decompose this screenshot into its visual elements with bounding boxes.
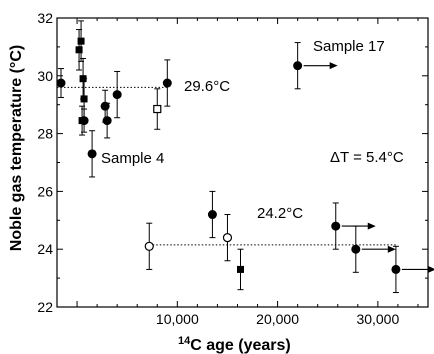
filled-circle-point [331,221,341,231]
ref-label-high: 29.6°C [184,78,230,95]
open-circle-point [144,241,154,251]
x-tick-label: 20,000 [256,311,299,327]
filled-circle-point [293,61,303,71]
filled-circle-point [351,244,361,254]
filled-square-point [80,95,88,103]
filled-circle-point [100,101,110,111]
x-axis-label-main: C age (years) [190,337,291,354]
open-circle-point [222,233,233,243]
y-tick-label: 26 [37,183,53,199]
open-square-point [153,104,162,114]
x-tick-label: 30,000 [356,311,399,327]
x-axis-label-superscript: 14 [178,335,191,347]
filled-circle-point [391,264,401,274]
sample4-label: Sample 4 [101,150,164,167]
delta-t-label: ΔT = 5.4°C [330,149,404,166]
x-tick-label: 10,000 [156,311,199,327]
y-tick-label: 32 [37,10,53,26]
y-tick-label: 30 [37,68,53,84]
filled-circle-point [56,78,66,88]
arrow-head [427,265,434,273]
y-tick-label: 28 [37,126,53,142]
arrow-head [387,245,396,253]
y-tick-label: 22 [37,299,53,315]
filled-square-point [75,46,83,54]
sample17-label: Sample 17 [313,38,385,55]
reference-lines [57,86,396,246]
arrow-head [329,62,338,70]
x-axis-label: 14C age (years) [178,335,291,354]
ref-label-low: 24.2°C [257,205,303,222]
delta-t-text: ΔT = 5.4°C [330,149,404,166]
data-markers [56,37,401,274]
y-axis-label: Noble gas temperature (°C) [8,45,25,251]
axes [56,17,429,308]
filled-square-point [236,265,244,273]
filled-circle-point [112,90,122,100]
filled-square-point [77,37,85,45]
tick-labels: 22 24 26 28 30 32 10,000 20,000 30,000 [37,10,399,327]
filled-circle-point [162,78,172,88]
filled-circle-point [207,210,217,220]
arrow-head [367,222,376,230]
filled-circle-point [102,116,112,126]
filled-square-point [79,75,87,83]
filled-square-point [78,117,86,125]
arrows [303,62,434,273]
y-tick-label: 24 [37,241,53,257]
filled-circle-point [87,149,97,159]
